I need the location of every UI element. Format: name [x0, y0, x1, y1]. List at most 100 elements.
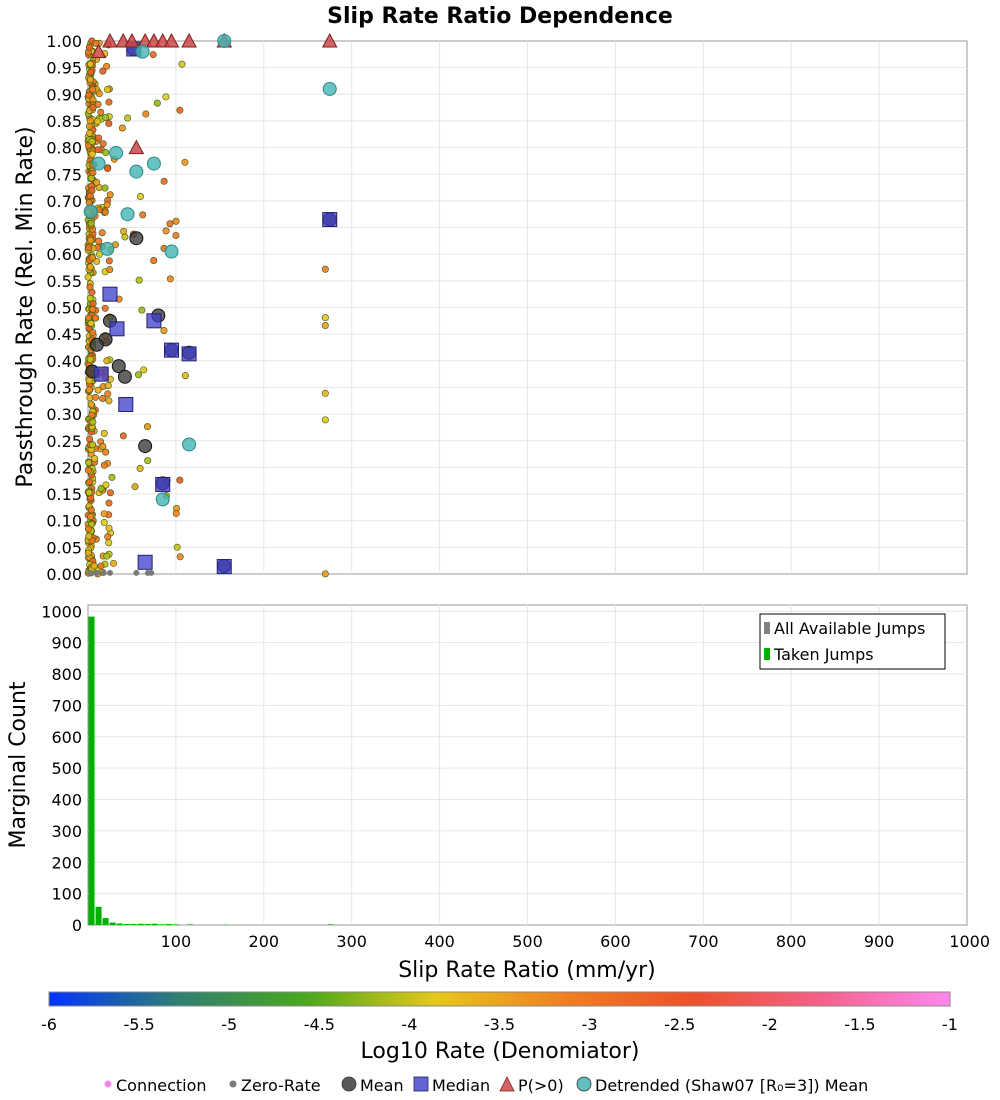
detrended-mean-marker [182, 437, 197, 452]
connection-point [86, 76, 94, 84]
connection-point [91, 455, 99, 463]
p-gt-0-marker [124, 32, 140, 48]
scatter-y-tick-label: 0.30 [46, 405, 82, 424]
connection-point [142, 110, 150, 118]
legend-label: P(>0) [518, 1076, 564, 1095]
connection-point [86, 478, 94, 486]
connection-point [85, 532, 93, 540]
histogram-y-tick-label: 1000 [41, 602, 82, 621]
histogram-bar [95, 906, 102, 925]
connection-point [84, 273, 92, 281]
connection-point [166, 220, 174, 228]
connection-point [85, 459, 93, 467]
connection-point [89, 300, 97, 308]
detrended-mean-marker [120, 207, 135, 222]
legend-marker-p-0 [499, 1076, 515, 1092]
colorbar-tick-label: -1 [942, 1015, 958, 1034]
colorbar-tick-label: -4.5 [304, 1015, 335, 1034]
detrended-mean-marker [129, 164, 144, 179]
histogram-bar [186, 924, 193, 925]
histogram-bar [172, 924, 179, 925]
detrended-mean-marker [83, 204, 98, 219]
connection-point [85, 314, 93, 322]
histogram-bar [137, 923, 144, 925]
zero-rate-point [100, 569, 107, 576]
scatter-y-tick-label: 0.95 [46, 59, 82, 78]
connection-point [87, 174, 95, 182]
zero-rate-point [93, 569, 100, 576]
histogram-bar [109, 922, 116, 925]
colorbar [48, 991, 951, 1007]
connection-point [97, 108, 105, 116]
histogram-y-tick-label: 400 [51, 791, 82, 810]
connection-point [104, 165, 112, 173]
connection-point [321, 570, 329, 578]
p-gt-0-marker [321, 32, 338, 48]
scatter-grid [88, 41, 967, 574]
legend-label: Detrended (Shaw07 [R₀=3]) Mean [595, 1076, 868, 1095]
connection-point [87, 236, 95, 244]
connection-point [87, 400, 95, 408]
connection-point [101, 304, 109, 312]
connection-point [176, 553, 184, 561]
histogram-legend: All Available Jumps Taken Jumps [759, 613, 946, 670]
connection-point [150, 256, 158, 264]
median-marker [93, 366, 109, 382]
connection-point [85, 386, 93, 394]
connection-point [94, 146, 102, 154]
detrended-mean-marker [146, 156, 161, 171]
histogram-y-ticks: 0 100 200 300 400 500 600 700 800 900 1000 [41, 602, 82, 935]
connection-point [89, 104, 97, 112]
connection-point [100, 461, 108, 469]
connection-point [100, 429, 108, 437]
detrended-mean-marker [100, 241, 115, 256]
connection-point [102, 448, 110, 456]
connection-point [87, 513, 95, 521]
connection-point [86, 263, 94, 271]
connection-point [86, 435, 94, 443]
histogram-x-tick-label: 900 [864, 932, 895, 951]
connection-point [176, 106, 184, 114]
connection-point [178, 60, 186, 68]
median-marker [155, 476, 171, 492]
connection-point [94, 100, 102, 108]
connection-point [99, 442, 107, 450]
scatter-y-ticks: 0.00 0.05 0.10 0.15 0.20 0.25 0.30 0.35 0.40 0.45… [46, 32, 82, 584]
connection-point [99, 394, 107, 402]
connection-point [101, 184, 109, 192]
connection-point [86, 294, 94, 302]
connection-point [321, 314, 329, 322]
connection-point [105, 98, 113, 106]
connection-point [100, 510, 108, 518]
connection-point [87, 219, 95, 227]
histogram-bars [88, 616, 334, 925]
detrended-mean-marker [322, 81, 337, 96]
histogram-y-tick-label: 100 [51, 885, 82, 904]
scatter-y-tick-label: 0.70 [46, 192, 82, 211]
scatter-y-tick-label: 0.15 [46, 485, 82, 504]
histogram-x-tick-label: 300 [336, 932, 367, 951]
histogram-y-axis-label: Marginal Count [6, 681, 31, 848]
connection-point [321, 265, 329, 273]
detrended-mean-marker [91, 156, 106, 171]
mean-marker [129, 231, 144, 246]
colorbar-tick-label: -3.5 [484, 1015, 515, 1034]
scatter-points-layer [84, 37, 329, 578]
colorbar-label: Log10 Rate (Denomiator) [361, 1039, 640, 1064]
p-gt-0-marker [163, 32, 180, 48]
connection-point [119, 432, 127, 440]
scatter-y-tick-label: 0.50 [46, 299, 82, 318]
scatter-summary-markers [83, 32, 338, 575]
connection-point [101, 208, 109, 216]
connection-point [105, 120, 113, 128]
connection-point [95, 250, 103, 258]
connection-point [118, 124, 126, 132]
median-marker [164, 342, 180, 358]
colorbar-tick-label: -6 [41, 1015, 57, 1034]
scatter-y-tick-label: 0.05 [46, 538, 82, 557]
connection-point [89, 85, 97, 93]
connection-point [139, 211, 147, 219]
connection-point [105, 539, 113, 547]
histogram-bar [102, 918, 109, 925]
scatter-y-axis-label: Passthrough Rate (Rel. Min Rate) [13, 126, 38, 487]
